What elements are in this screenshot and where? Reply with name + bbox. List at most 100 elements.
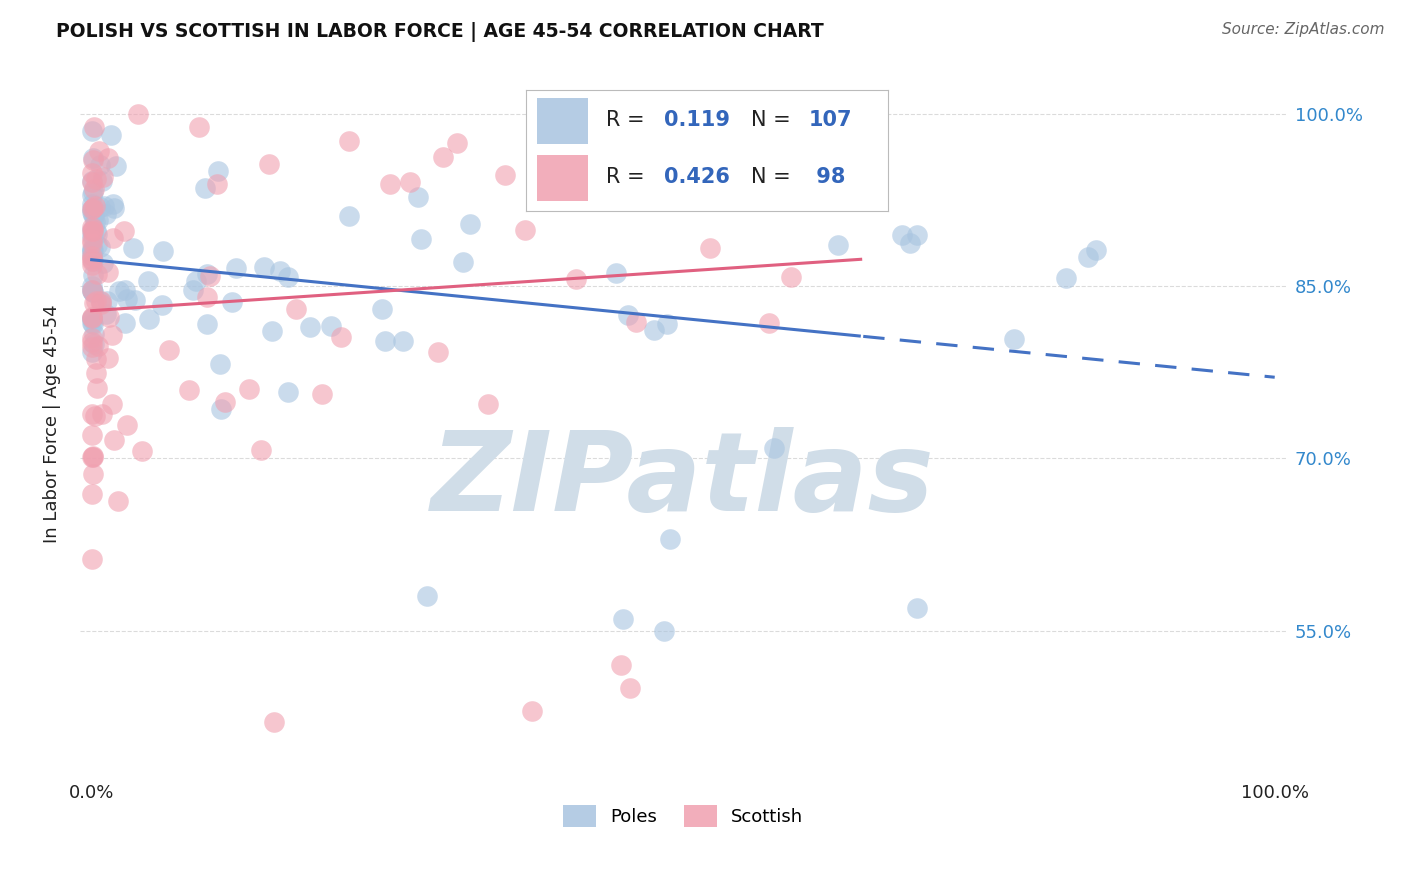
Point bbox=[205, 178, 228, 192]
Point bbox=[80, 187, 103, 202]
Point bbox=[659, 532, 682, 546]
Point bbox=[699, 241, 721, 255]
Point bbox=[263, 715, 285, 730]
Point bbox=[82, 208, 104, 222]
Point bbox=[374, 334, 396, 349]
Point bbox=[89, 200, 111, 214]
Point bbox=[150, 297, 173, 311]
Point bbox=[82, 152, 104, 166]
Point bbox=[451, 255, 474, 269]
Point bbox=[80, 242, 103, 256]
Point bbox=[124, 293, 146, 307]
Point bbox=[277, 384, 299, 399]
Point bbox=[515, 223, 537, 237]
Point bbox=[80, 229, 103, 244]
Point bbox=[827, 237, 849, 252]
Text: Source: ZipAtlas.com: Source: ZipAtlas.com bbox=[1222, 22, 1385, 37]
Point bbox=[112, 224, 135, 238]
Point bbox=[1084, 243, 1107, 257]
Point bbox=[86, 227, 108, 241]
Point bbox=[80, 253, 103, 268]
Point bbox=[177, 383, 200, 397]
Point bbox=[82, 201, 104, 215]
Point bbox=[83, 337, 105, 351]
Point bbox=[82, 185, 104, 199]
Point bbox=[321, 319, 343, 334]
Point bbox=[97, 351, 120, 365]
Point bbox=[86, 267, 108, 281]
Point bbox=[152, 244, 174, 258]
Point bbox=[772, 144, 794, 158]
Point bbox=[337, 209, 360, 223]
Point bbox=[101, 328, 124, 343]
Point bbox=[89, 158, 111, 172]
Point bbox=[80, 551, 103, 566]
Point bbox=[238, 382, 260, 396]
Point bbox=[657, 317, 679, 331]
Point bbox=[221, 294, 243, 309]
Point bbox=[80, 202, 103, 217]
Text: ZIPatlas: ZIPatlas bbox=[432, 427, 935, 534]
Point bbox=[891, 228, 914, 243]
Point bbox=[330, 330, 353, 344]
Point bbox=[446, 136, 468, 150]
Point bbox=[103, 201, 125, 215]
Point bbox=[80, 124, 103, 138]
Point bbox=[82, 450, 104, 465]
Point bbox=[80, 258, 103, 272]
Point bbox=[520, 704, 543, 718]
Point bbox=[80, 175, 103, 189]
Point bbox=[80, 317, 103, 331]
Point bbox=[89, 240, 111, 254]
Point bbox=[83, 182, 105, 196]
Point bbox=[257, 157, 280, 171]
Point bbox=[299, 319, 322, 334]
Point bbox=[392, 334, 415, 348]
Point bbox=[197, 317, 219, 331]
Point bbox=[80, 174, 103, 188]
Point bbox=[114, 283, 136, 297]
Point bbox=[94, 206, 117, 220]
Point bbox=[87, 338, 110, 352]
Point bbox=[107, 493, 129, 508]
Point bbox=[610, 657, 633, 672]
Point bbox=[80, 284, 103, 298]
Point bbox=[700, 107, 723, 121]
Point bbox=[186, 274, 208, 288]
Point bbox=[91, 407, 114, 421]
Point bbox=[82, 253, 104, 268]
Point bbox=[80, 310, 103, 325]
Point bbox=[208, 358, 231, 372]
Point bbox=[104, 159, 127, 173]
Point bbox=[80, 331, 103, 345]
Point bbox=[83, 210, 105, 224]
Point bbox=[121, 241, 143, 255]
Point bbox=[427, 345, 450, 359]
Point bbox=[80, 235, 103, 250]
Point bbox=[86, 237, 108, 252]
Point bbox=[136, 274, 159, 288]
Point bbox=[624, 315, 647, 329]
Legend: Poles, Scottish: Poles, Scottish bbox=[555, 798, 810, 835]
Point bbox=[80, 233, 103, 247]
Point bbox=[652, 624, 675, 638]
Point bbox=[82, 311, 104, 326]
Point bbox=[86, 382, 108, 396]
Point bbox=[214, 395, 236, 409]
Point bbox=[197, 267, 219, 281]
Point bbox=[117, 418, 139, 433]
Point bbox=[80, 197, 103, 211]
Point bbox=[87, 213, 110, 227]
Point bbox=[87, 144, 110, 158]
Point bbox=[380, 177, 402, 191]
Point bbox=[84, 224, 107, 238]
Point bbox=[82, 467, 104, 482]
Point bbox=[91, 173, 114, 187]
Point bbox=[82, 221, 104, 235]
Point bbox=[91, 170, 114, 185]
Point bbox=[458, 217, 481, 231]
Point bbox=[494, 168, 516, 182]
Point bbox=[616, 308, 638, 322]
Point bbox=[83, 295, 105, 310]
Point bbox=[619, 681, 641, 695]
